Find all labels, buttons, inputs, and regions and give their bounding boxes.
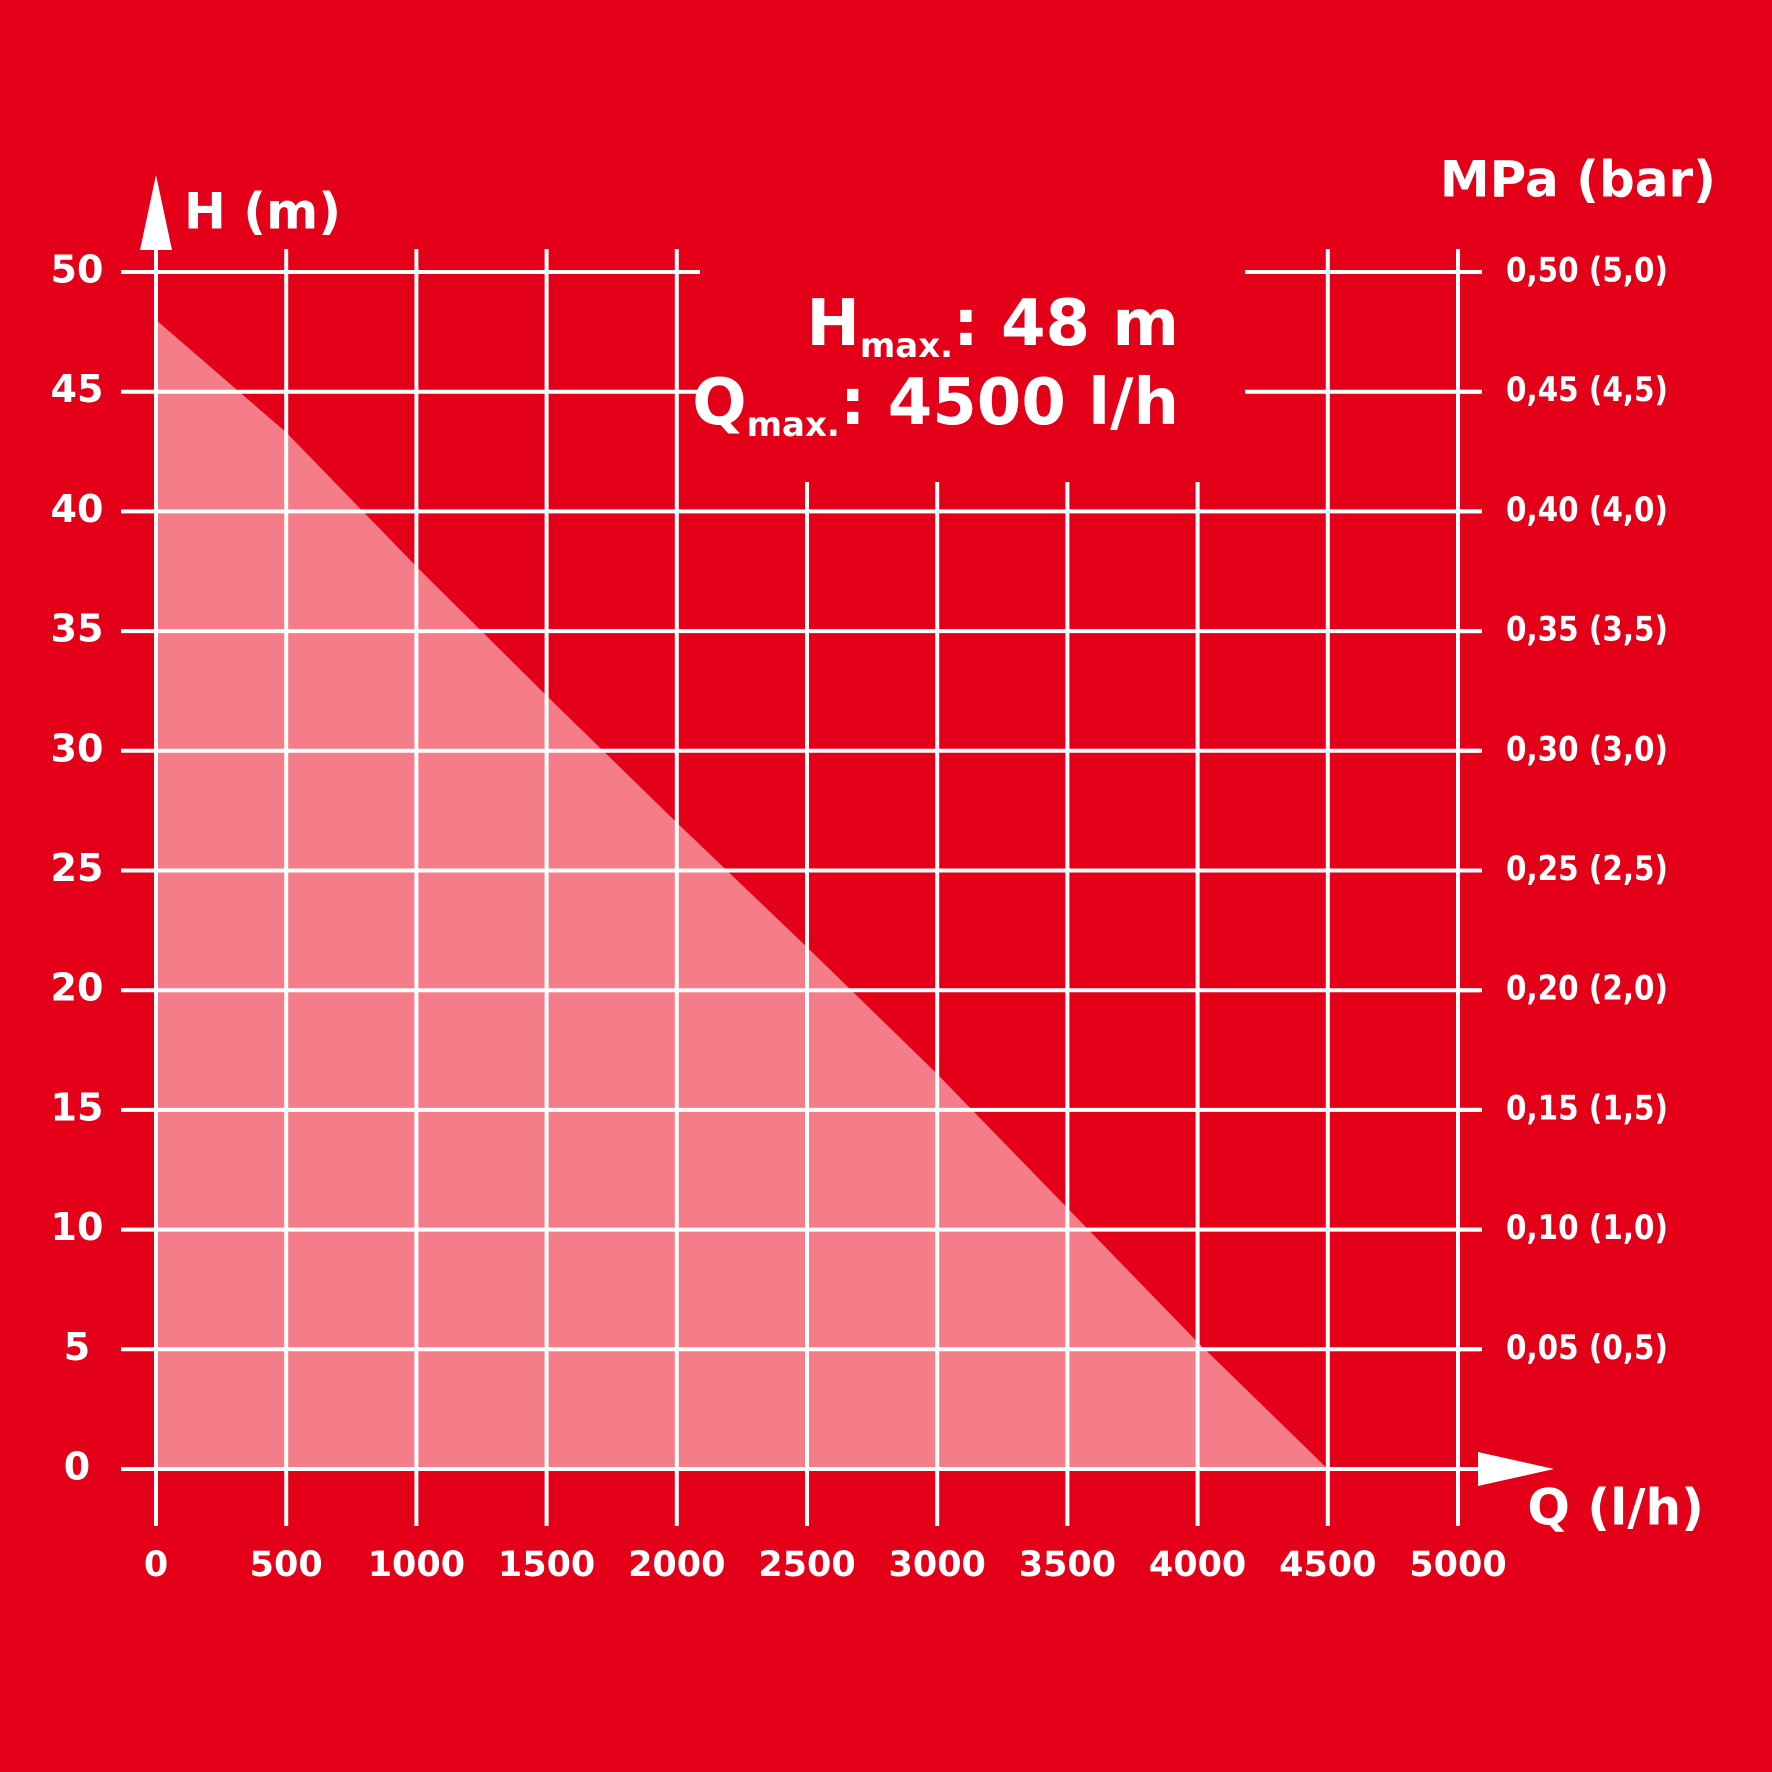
y-tick-label: 25 xyxy=(51,846,104,890)
x-axis-arrow xyxy=(1478,1452,1554,1486)
annotation: Hmax.: 48 m xyxy=(806,287,1179,366)
y-tick-label: 10 xyxy=(51,1205,104,1249)
x-tick-label: 4500 xyxy=(1279,1545,1376,1585)
annotation-main: H xyxy=(806,287,860,361)
y-axis-title: H (m) xyxy=(184,183,341,241)
y-tick-label: 40 xyxy=(51,487,104,531)
y-tick-label: 0 xyxy=(64,1445,90,1489)
y2-tick-label: 0,40 (4,0) xyxy=(1506,490,1668,530)
y-tick-label: 50 xyxy=(51,248,104,292)
x-tick-label: 5000 xyxy=(1409,1545,1506,1585)
y2-tick-label: 0,50 (5,0) xyxy=(1506,251,1668,291)
x-tick-label: 2500 xyxy=(758,1545,855,1585)
y2-tick-label: 0,30 (3,0) xyxy=(1506,729,1668,769)
y2-tick-label: 0,10 (1,0) xyxy=(1506,1208,1668,1248)
y2-tick-label: 0,25 (2,5) xyxy=(1506,849,1668,889)
y2-tick-label: 0,35 (3,5) xyxy=(1506,610,1668,650)
annotation-main: Q xyxy=(692,366,746,440)
x-tick-label: 4000 xyxy=(1149,1545,1246,1585)
annotation-rest: : 48 m xyxy=(953,287,1179,361)
x-tick-label: 3000 xyxy=(888,1545,985,1585)
y2-tick-label: 0,45 (4,5) xyxy=(1506,370,1668,410)
y-tick-label: 30 xyxy=(51,726,104,770)
x-tick-label: 2000 xyxy=(628,1545,725,1585)
area xyxy=(156,319,1328,1469)
y-tick-label: 45 xyxy=(51,367,104,411)
annotation: Qmax.: 4500 l/h xyxy=(692,366,1179,445)
annotation-sub: max. xyxy=(860,326,953,366)
y-tick-label: 15 xyxy=(51,1085,104,1129)
y2-tick-label: 0,05 (0,5) xyxy=(1506,1328,1668,1368)
x-tick-label: 500 xyxy=(250,1545,323,1585)
y2-axis-title: MPa (bar) xyxy=(1440,151,1716,209)
annotation-rest: : 4500 l/h xyxy=(840,366,1179,440)
x-tick-label: 3500 xyxy=(1019,1545,1116,1585)
y-tick-label: 35 xyxy=(51,607,104,651)
x-tick-label: 1500 xyxy=(498,1545,595,1585)
x-tick-label: 1000 xyxy=(368,1545,465,1585)
y2-tick-label: 0,15 (1,5) xyxy=(1506,1088,1668,1128)
y-axis-arrow xyxy=(140,175,172,250)
y-tick-label: 20 xyxy=(51,966,104,1010)
annotation-backdrop xyxy=(700,228,1245,482)
x-axis-title: Q (l/h) xyxy=(1527,1479,1704,1537)
x-tick-label: 0 xyxy=(144,1545,168,1585)
annotation-sub: max. xyxy=(747,405,840,445)
y-tick-label: 5 xyxy=(64,1325,90,1369)
y2-tick-label: 0,20 (2,0) xyxy=(1506,969,1668,1009)
